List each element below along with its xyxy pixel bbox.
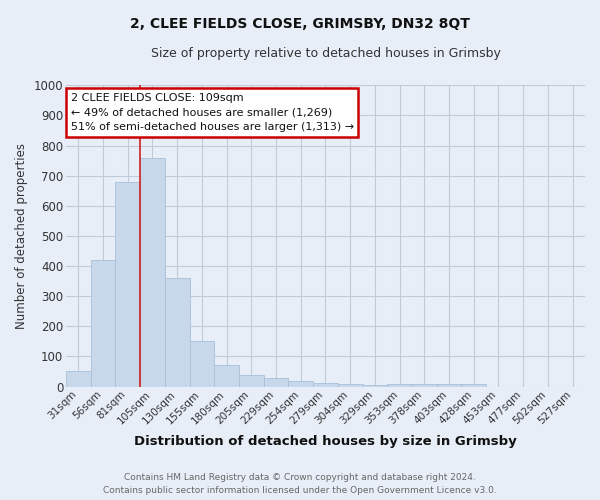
Bar: [263, 378, 289, 386]
Bar: [165, 278, 190, 386]
Bar: [362, 385, 387, 386]
Bar: [412, 384, 437, 386]
Bar: [91, 260, 115, 386]
Bar: [387, 384, 412, 386]
Bar: [214, 365, 239, 386]
X-axis label: Distribution of detached houses by size in Grimsby: Distribution of detached houses by size …: [134, 434, 517, 448]
Bar: [437, 384, 461, 386]
Bar: [338, 384, 362, 386]
Title: Size of property relative to detached houses in Grimsby: Size of property relative to detached ho…: [151, 48, 500, 60]
Y-axis label: Number of detached properties: Number of detached properties: [15, 143, 28, 329]
Bar: [313, 383, 338, 386]
Bar: [239, 375, 263, 386]
Bar: [289, 381, 313, 386]
Bar: [66, 372, 91, 386]
Bar: [190, 342, 214, 386]
Bar: [115, 182, 140, 386]
Text: 2, CLEE FIELDS CLOSE, GRIMSBY, DN32 8QT: 2, CLEE FIELDS CLOSE, GRIMSBY, DN32 8QT: [130, 18, 470, 32]
Bar: [140, 158, 165, 386]
Bar: [461, 384, 486, 386]
Text: 2 CLEE FIELDS CLOSE: 109sqm
← 49% of detached houses are smaller (1,269)
51% of : 2 CLEE FIELDS CLOSE: 109sqm ← 49% of det…: [71, 93, 354, 132]
Text: Contains HM Land Registry data © Crown copyright and database right 2024.
Contai: Contains HM Land Registry data © Crown c…: [103, 474, 497, 495]
